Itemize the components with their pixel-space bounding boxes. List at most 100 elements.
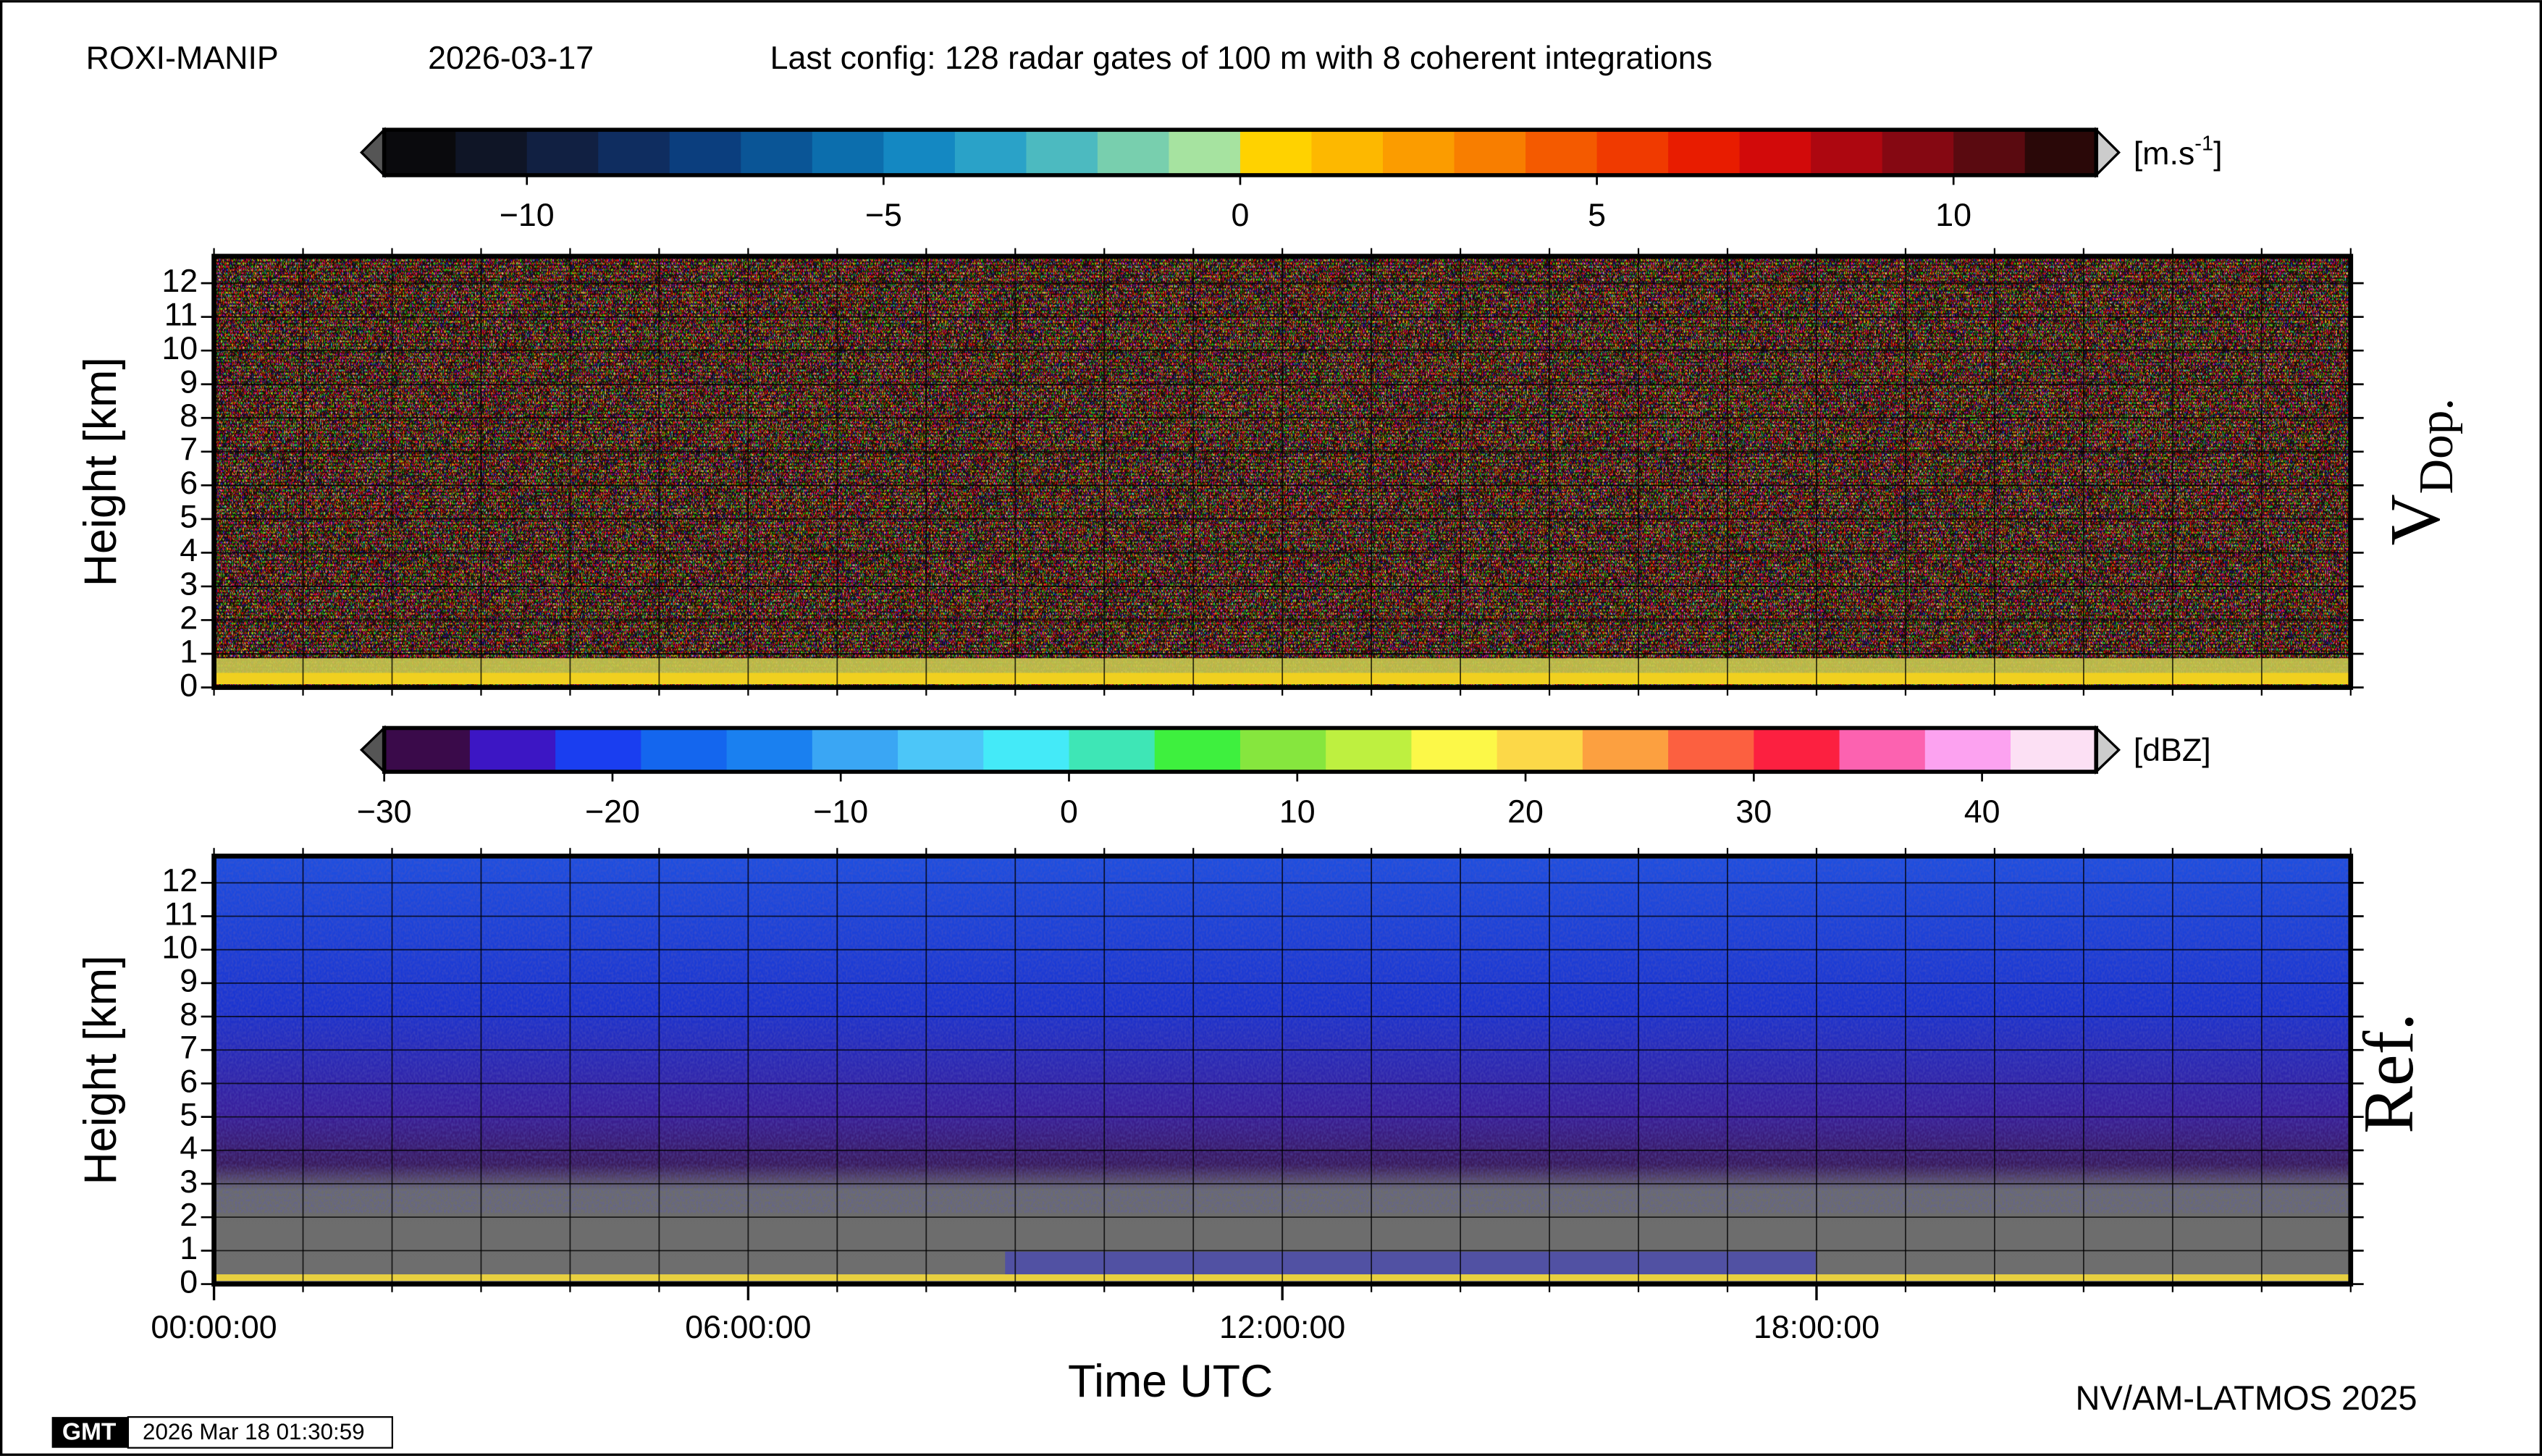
y-tick-label: 1	[180, 1230, 198, 1266]
colorbar-tick-label: 20	[1507, 794, 1544, 830]
colorbar-tick-label: −5	[865, 197, 902, 233]
colorbar-swatch	[1311, 130, 1384, 175]
y-tick-label: 7	[180, 1030, 198, 1066]
colorbar-swatch	[1924, 728, 2012, 772]
config: Last config: 128 radar gates of 100 m wi…	[770, 40, 1712, 76]
y-tick-label: 10	[161, 930, 198, 966]
colorbar-swatch	[1326, 728, 1413, 772]
colorbar-swatch	[1668, 130, 1741, 175]
colorbar-swatch	[1953, 130, 2026, 175]
colorbar-swatch	[669, 130, 742, 175]
colorbar-arrow-high	[2095, 725, 2121, 775]
y-tick-label: 0	[180, 667, 198, 703]
colorbar-frame	[382, 725, 2099, 774]
colorbar-swatch	[883, 130, 956, 175]
timestamp-box	[127, 1416, 393, 1449]
y-tick-label: 4	[180, 532, 198, 568]
y-tick-label: 4	[180, 1130, 198, 1166]
y-tick-label: 11	[164, 896, 198, 932]
colorbar-swatch	[1097, 130, 1170, 175]
y-tick-label: 10	[161, 330, 198, 366]
y-tick-label: 3	[180, 1163, 198, 1200]
x-tick-label: 00:00:00	[151, 1309, 277, 1345]
y-tick-label: 12	[161, 862, 198, 899]
colorbar-tick-label: 10	[1935, 197, 1971, 233]
x-tick-label: 12:00:00	[1219, 1309, 1345, 1345]
logo: GMT	[62, 1418, 117, 1445]
y-tick-label: 11	[164, 296, 198, 332]
unit: [m.s	[2134, 135, 2195, 172]
colorbar-swatch	[384, 728, 471, 772]
y-tick-label: 9	[180, 364, 198, 400]
colorbar-swatch	[1754, 728, 1840, 772]
panel-label: VDop.	[2375, 398, 2464, 546]
colorbar-tick-label: −20	[585, 794, 640, 830]
y-tick-label: 3	[180, 566, 198, 602]
unit-close: ]	[2213, 135, 2222, 172]
colorbar-tick-label: 0	[1232, 197, 1250, 233]
colorbar-swatch	[1069, 728, 1156, 772]
colorbar-swatch	[1454, 130, 1527, 175]
colorbar-swatch	[1596, 130, 1670, 175]
colorbar-swatch	[469, 728, 557, 772]
colorbar-swatch	[1154, 728, 1242, 772]
y-tick-label: 2	[180, 1197, 198, 1233]
colorbar-swatch	[1497, 728, 1583, 772]
y-tick-label: 6	[180, 465, 198, 501]
low-echo	[1005, 1251, 1816, 1275]
colorbar-arrow-low	[359, 725, 386, 775]
y-tick-label: 9	[180, 963, 198, 999]
colorbar-swatch	[2024, 130, 2097, 175]
panel-label: Ref.	[2349, 1013, 2428, 1134]
y-tick-label: 1	[180, 634, 198, 670]
y-tick-label: 7	[180, 432, 198, 468]
x-tick-label: 18:00:00	[1754, 1309, 1880, 1345]
credit: NV/AM-LATMOS 2025	[2076, 1379, 2417, 1417]
colorbar-arrow-low	[359, 127, 386, 179]
y-tick-label: 5	[180, 1096, 198, 1132]
colorbar-tick-label: 10	[1279, 794, 1316, 830]
colorbar-swatch	[384, 130, 457, 175]
y-tick-label: 8	[180, 397, 198, 434]
colorbar-arrow-high	[2095, 127, 2121, 179]
date: 2026-03-17	[428, 40, 594, 76]
y-tick-label: 0	[180, 1263, 198, 1300]
colorbar-swatch	[1169, 130, 1242, 175]
colorbar-swatch	[1668, 728, 1755, 772]
x-axis-label: Time UTC	[1068, 1356, 1273, 1407]
panel-label-sub: Dop.	[2410, 398, 2464, 494]
plot-frame	[211, 253, 2354, 690]
colorbar-swatch	[1839, 728, 1926, 772]
colorbar-swatch	[1882, 130, 1955, 175]
colorbar-tick-label: 40	[1964, 794, 2000, 830]
colorbar-swatch	[555, 728, 642, 772]
colorbar-swatch	[526, 130, 599, 175]
colorbar-swatch	[898, 728, 985, 772]
colorbar-swatch	[726, 728, 813, 772]
y-tick-label: 8	[180, 996, 198, 1032]
colorbar-swatch	[1383, 130, 1455, 175]
colorbar-swatch	[812, 130, 885, 175]
colorbar-tick-label: −30	[357, 794, 412, 830]
colorbar-tick-label: 0	[1060, 794, 1078, 830]
colorbar-swatch	[1240, 728, 1327, 772]
colorbar-swatch	[812, 728, 899, 772]
y-tick-label: 5	[180, 499, 198, 535]
colorbar-swatch	[1582, 728, 1670, 772]
colorbar-tick-label: 5	[1588, 197, 1606, 233]
colorbar-swatch	[1525, 130, 1598, 175]
colorbar-swatch	[1026, 130, 1099, 175]
colorbar-swatch	[741, 130, 813, 175]
colorbar-swatch	[2011, 728, 2097, 772]
colorbar-unit: [dBZ]	[2134, 732, 2211, 768]
colorbar-swatch	[455, 130, 528, 175]
logo-box	[51, 1417, 128, 1448]
colorbar-swatch	[1240, 130, 1313, 175]
y-tick-label: 6	[180, 1063, 198, 1099]
colorbar-swatch	[1739, 130, 1812, 175]
y-axis-label: Height [km]	[75, 357, 126, 586]
colorbar-swatch	[641, 728, 728, 772]
y-axis-label: Height [km]	[75, 955, 126, 1184]
